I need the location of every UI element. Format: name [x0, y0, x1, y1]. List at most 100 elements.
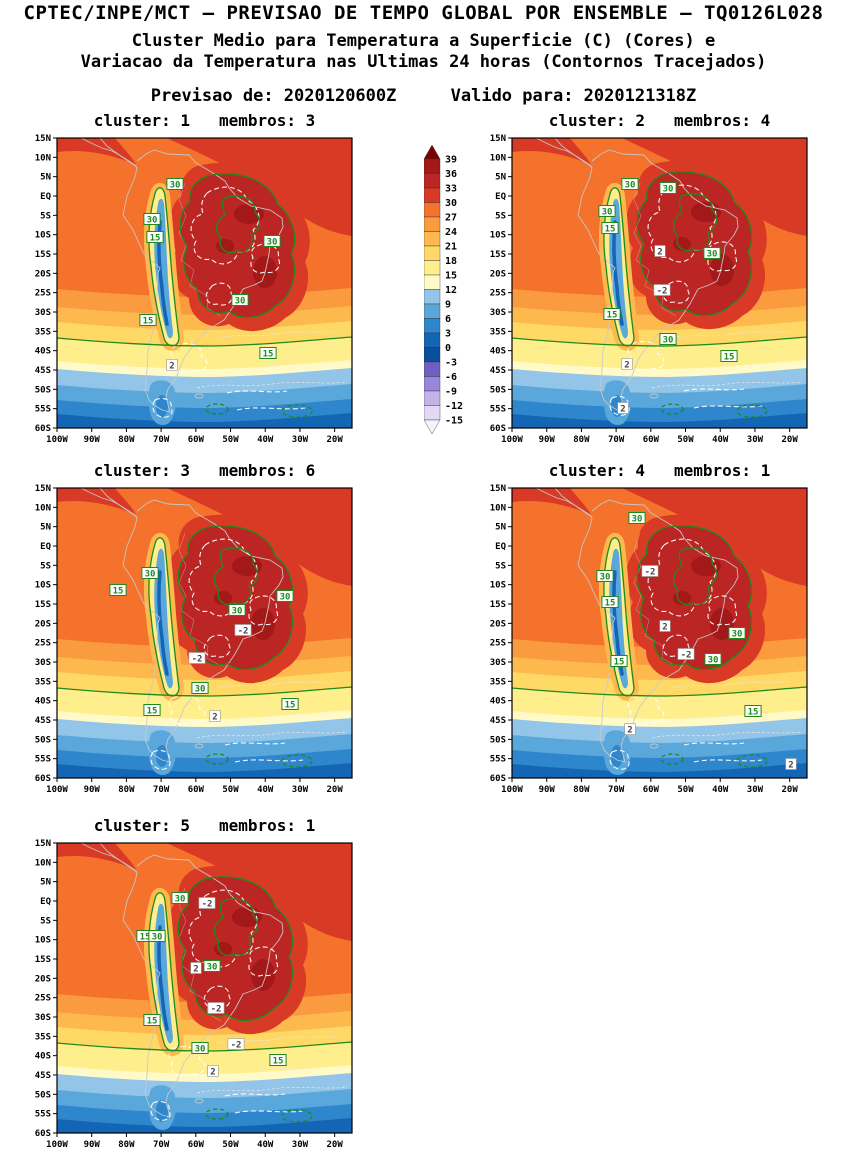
svg-text:-2: -2 [681, 651, 692, 661]
contour-label-2: 2 [190, 962, 202, 975]
map-panel-cluster-4: 30 -2 30 15 2 30 -2 30 15 2 15 2 15N 10N 5N EQ 5S 10S 15S… [472, 484, 814, 800]
svg-text:10S: 10S [490, 581, 506, 591]
faint-contours [651, 330, 803, 389]
svg-text:50S: 50S [35, 385, 51, 395]
svg-text:30: 30 [170, 181, 181, 191]
contour-label-2: 2 [207, 1065, 219, 1078]
svg-text:30W: 30W [292, 785, 309, 795]
coastline [535, 138, 739, 413]
svg-text:50W: 50W [677, 785, 694, 795]
contour-label-30: 30 [703, 247, 721, 260]
svg-text:30: 30 [207, 963, 218, 973]
figure-subtitle-line1: Cluster Medio para Temperatura a Superfi… [131, 31, 716, 51]
contour-label--2: -2 [234, 624, 252, 637]
svg-text:36: 36 [445, 169, 457, 180]
contour-label-15: 15 [601, 222, 619, 235]
contour-label-15: 15 [720, 350, 738, 363]
contour-label-2: 2 [621, 358, 633, 371]
svg-text:-2: -2 [645, 568, 656, 578]
svg-text:60S: 60S [35, 1129, 51, 1139]
svg-text:50W: 50W [222, 785, 239, 795]
map-frame [511, 487, 808, 779]
contour-label-15: 15 [143, 1014, 161, 1027]
svg-text:20W: 20W [782, 435, 799, 445]
map-svg: 30 30 15 30 30 15 15 2 15N 10N 5N EQ 5S 10S 15S 20S 25S… [35, 134, 353, 445]
svg-text:50W: 50W [222, 435, 239, 445]
svg-text:30: 30 [147, 216, 158, 226]
temperature-contours-30 [177, 525, 294, 671]
svg-text:90W: 90W [539, 435, 556, 445]
svg-text:30W: 30W [747, 435, 764, 445]
panel-title-cluster-5: cluster: 5 membros: 1 [93, 816, 316, 835]
svg-text:30: 30 [195, 685, 206, 695]
svg-text:45S: 45S [35, 716, 51, 726]
svg-text:6: 6 [445, 314, 451, 325]
svg-text:20W: 20W [782, 785, 799, 795]
map-frame [56, 842, 353, 1134]
forecast-line: Previsao de: 2020120600Z Valido para: 20… [0, 86, 847, 106]
svg-text:40S: 40S [35, 1052, 51, 1062]
svg-text:3: 3 [445, 329, 451, 340]
temperature-contours-15-2 [57, 892, 352, 1123]
svg-text:30S: 30S [35, 308, 51, 318]
map-svg: 30 15 30 30 -2 -2 30 15 2 15 15N 10N 5N EQ 5S 10S 15S 20… [35, 484, 353, 795]
svg-text:35S: 35S [490, 677, 506, 687]
svg-text:-3: -3 [445, 358, 457, 369]
contour-label-30: 30 [141, 567, 159, 580]
contour-label--2: -2 [653, 284, 671, 297]
svg-text:100W: 100W [501, 785, 523, 795]
contour-label-2: 2 [209, 710, 221, 723]
svg-text:35S: 35S [490, 327, 506, 337]
contour-label-2: 2 [654, 245, 666, 258]
svg-text:40S: 40S [490, 697, 506, 707]
variation-contours-dashed [150, 538, 304, 770]
contour-label--2: -2 [207, 1002, 225, 1015]
svg-text:2: 2 [169, 362, 174, 372]
svg-text:30S: 30S [35, 658, 51, 668]
svg-text:60W: 60W [643, 785, 660, 795]
svg-text:80W: 80W [573, 435, 590, 445]
svg-text:55S: 55S [35, 1110, 51, 1120]
svg-text:20S: 20S [490, 269, 506, 279]
variation-contours-dashed [152, 186, 306, 418]
temperature-contours-15-2 [57, 537, 352, 768]
svg-text:-12: -12 [445, 401, 463, 412]
contour-label-30: 30 [231, 294, 249, 307]
contour-label-30: 30 [263, 235, 281, 248]
contour-label-15: 15 [603, 308, 621, 321]
svg-text:50W: 50W [222, 1140, 239, 1150]
svg-text:10S: 10S [35, 581, 51, 591]
svg-text:2: 2 [627, 726, 632, 736]
contour-label-30: 30 [228, 604, 246, 617]
contour-label-2: 2 [624, 723, 636, 736]
svg-text:15N: 15N [35, 134, 51, 144]
svg-text:15: 15 [724, 353, 735, 363]
svg-text:60W: 60W [188, 785, 205, 795]
svg-text:20W: 20W [327, 435, 344, 445]
svg-text:5S: 5S [40, 211, 51, 221]
svg-text:70W: 70W [153, 785, 170, 795]
svg-text:20S: 20S [35, 619, 51, 629]
figure-title: CPTEC/INPE/MCT — PREVISAO DE TEMPO GLOBA… [23, 2, 824, 24]
contour-label-30: 30 [191, 1042, 209, 1055]
svg-text:55S: 55S [35, 755, 51, 765]
svg-text:25S: 25S [490, 639, 506, 649]
svg-text:15S: 15S [35, 600, 51, 610]
svg-text:5N: 5N [40, 878, 51, 888]
svg-text:30: 30 [625, 181, 636, 191]
svg-text:15: 15 [140, 933, 151, 943]
svg-text:30: 30 [267, 238, 278, 248]
svg-text:45S: 45S [490, 716, 506, 726]
contour-label-15: 15 [143, 704, 161, 717]
svg-text:70W: 70W [608, 435, 625, 445]
svg-text:55S: 55S [35, 405, 51, 415]
contour-label-30: 30 [203, 960, 221, 973]
temperature-field [512, 488, 807, 778]
contour-label-15: 15 [109, 584, 127, 597]
figure-subtitle-line2: Variacao da Temperatura nas Ultimas 24 h… [80, 52, 767, 72]
svg-text:15: 15 [143, 317, 154, 327]
svg-text:10S: 10S [490, 231, 506, 241]
contour-label-30: 30 [728, 627, 746, 640]
